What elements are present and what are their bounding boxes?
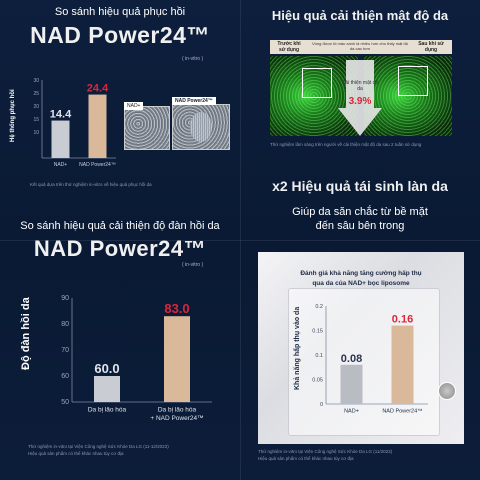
before-focus-square (302, 68, 332, 98)
bar (391, 325, 414, 404)
absorption-chart-frame (288, 288, 440, 436)
horizontal-divider (0, 240, 480, 241)
data-label: 14.4 (50, 109, 72, 121)
y-tick-label: 25 (33, 91, 39, 97)
y-tick-label: 0.2 (315, 304, 323, 310)
bar (340, 364, 363, 404)
power24-micro-image (172, 104, 230, 150)
arrow-text: Cải thiện mật độ da (341, 80, 379, 92)
elasticity-chart: 90 80 70 60 50 60.0 Da bị lão hóa 83.0 Da bị lão… (61, 295, 212, 422)
nad-micro-image (124, 106, 170, 150)
x-tick-label: NAD Power24™ (79, 162, 116, 168)
absorption-ylabel: Khả năng hấp thụ vào da (294, 306, 301, 390)
after-label: Sau khi sử dụng (418, 41, 444, 53)
elasticity-tag: ( in-vitro ) (182, 262, 204, 268)
regen-title: x2 Hiệu quả tái sinh làn da (272, 178, 448, 194)
before-label: Trước khi sử dụng (277, 41, 301, 53)
absorption-chart: 0.2 0.15 0.1 0.05 0 0.08 NAD+ 0.16 NAD Power24™ (312, 304, 428, 415)
data-label: 0.16 (392, 314, 413, 326)
recovery-note: Kết quả dựa trên thử nghiệm in-vitro về … (30, 182, 152, 187)
data-label: 60.0 (94, 361, 119, 376)
regen-note-2: Hiệu quả sản phẩm có thể khác nhau tùy c… (258, 456, 354, 461)
data-label: 83.0 (164, 301, 189, 316)
recovery-tag: ( in-vitro ) (182, 56, 204, 62)
y-tick-label: 0.05 (312, 378, 323, 384)
panel-regeneration: x2 Hiệu quả tái sinh làn da Giúp da săn … (240, 178, 480, 480)
panel-recovery: So sánh hiệu quả phục hồi NAD Power24™ (… (0, 0, 240, 240)
x-tick-label: NAD Power24™ (382, 409, 422, 415)
regen-subtitle-2: đến sâu bên trong (315, 220, 405, 232)
density-title: Hiệu quả cải thiện mật độ da (271, 8, 449, 23)
after-focus-square (398, 66, 428, 96)
x-tick-label: Da bị lão hóa (88, 407, 127, 414)
density-note: Thử nghiệm lâm sàng trên người về cải th… (270, 142, 422, 147)
card-title-2: qua da của NAD+ bọc liposome (312, 280, 410, 287)
data-label: 0.08 (341, 353, 362, 365)
x-tick-label: NAD+ (344, 409, 359, 415)
data-label: 24.4 (87, 83, 109, 95)
y-tick-label: 0 (320, 402, 323, 408)
recovery-title: So sánh hiệu quả phục hồi (54, 6, 186, 18)
x-tick-label: + NAD Power24™ (150, 415, 203, 422)
after-green-image (364, 56, 452, 136)
density-legend: Vùng được tô màu xanh là nhiều hơn cho t… (312, 41, 408, 51)
y-tick-label: 0.15 (312, 329, 323, 335)
improvement-arrow-icon (338, 60, 382, 136)
regen-note-1: Thử nghiệm in-vitro tại Viện Công nghệ S… (258, 449, 393, 454)
panel-density: Hiệu quả cải thiện mật độ da Trước khi s… (240, 0, 480, 240)
y-tick-label: 15 (33, 117, 39, 123)
elasticity-ylabel: Độ đàn hồi da (20, 297, 32, 370)
bar (51, 120, 70, 158)
density-header (270, 40, 452, 54)
y-tick-label: 20 (33, 104, 39, 110)
recovery-ylabel: Hệ thống phục hồi (10, 89, 16, 142)
elasticity-brand: NAD Power24™ (33, 236, 207, 261)
elasticity-note-2: Hiệu quả sản phẩm có thể khác nhau tùy c… (28, 451, 124, 456)
liposome-icon (438, 382, 456, 400)
y-tick-label: 0.1 (315, 353, 323, 359)
y-tick-label: 70 (61, 347, 69, 354)
density-percent: 3.9% (348, 96, 372, 107)
y-tick-label: 90 (61, 295, 69, 302)
panel-elasticity: So sánh hiệu quả cải thiện độ đàn hồi da… (0, 220, 240, 480)
vertical-divider (240, 0, 241, 480)
y-tick-label: 60 (61, 373, 69, 380)
x-tick-label: NAD+ (54, 162, 68, 168)
recovery-brand: NAD Power24™ (30, 22, 210, 48)
bar (164, 316, 190, 402)
before-green-image (270, 56, 358, 136)
elasticity-title: So sánh hiệu quả cải thiện độ đàn hồi da (20, 220, 220, 232)
y-tick-label: 50 (61, 399, 69, 406)
elasticity-note-1: Thử nghiệm in-vitro tại Viện Công nghệ S… (28, 444, 169, 449)
regen-subtitle-1: Giúp da săn chắc từ bề mặt (292, 206, 428, 218)
y-tick-label: 10 (33, 130, 39, 136)
y-tick-label: 80 (61, 321, 69, 328)
recovery-chart: 30 25 20 15 10 14.4 NAD+ 24.4 NAD Power24™ (33, 78, 116, 168)
bar (88, 94, 107, 158)
y-tick-label: 30 (33, 78, 39, 84)
x-tick-label: Da bị lão hóa (158, 407, 197, 414)
power24-image-label: NAD Power24™ (172, 97, 216, 105)
nad-image-label: NAD+ (124, 102, 144, 110)
bar (94, 376, 120, 402)
card-title-1: Đánh giá khả năng tăng cường hấp thụ (300, 270, 422, 277)
